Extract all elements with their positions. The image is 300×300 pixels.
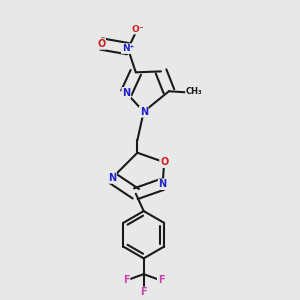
Text: F: F <box>158 275 164 285</box>
Text: F: F <box>123 275 130 285</box>
Text: N: N <box>140 107 148 117</box>
Text: N⁺: N⁺ <box>122 44 134 53</box>
Text: CH₃: CH₃ <box>186 87 202 96</box>
Text: O: O <box>97 39 105 49</box>
Text: F: F <box>140 287 147 297</box>
Text: N: N <box>159 179 167 189</box>
Text: N: N <box>122 88 130 98</box>
Text: O: O <box>160 157 168 167</box>
Text: O⁻: O⁻ <box>131 25 144 34</box>
Text: N: N <box>108 173 116 183</box>
